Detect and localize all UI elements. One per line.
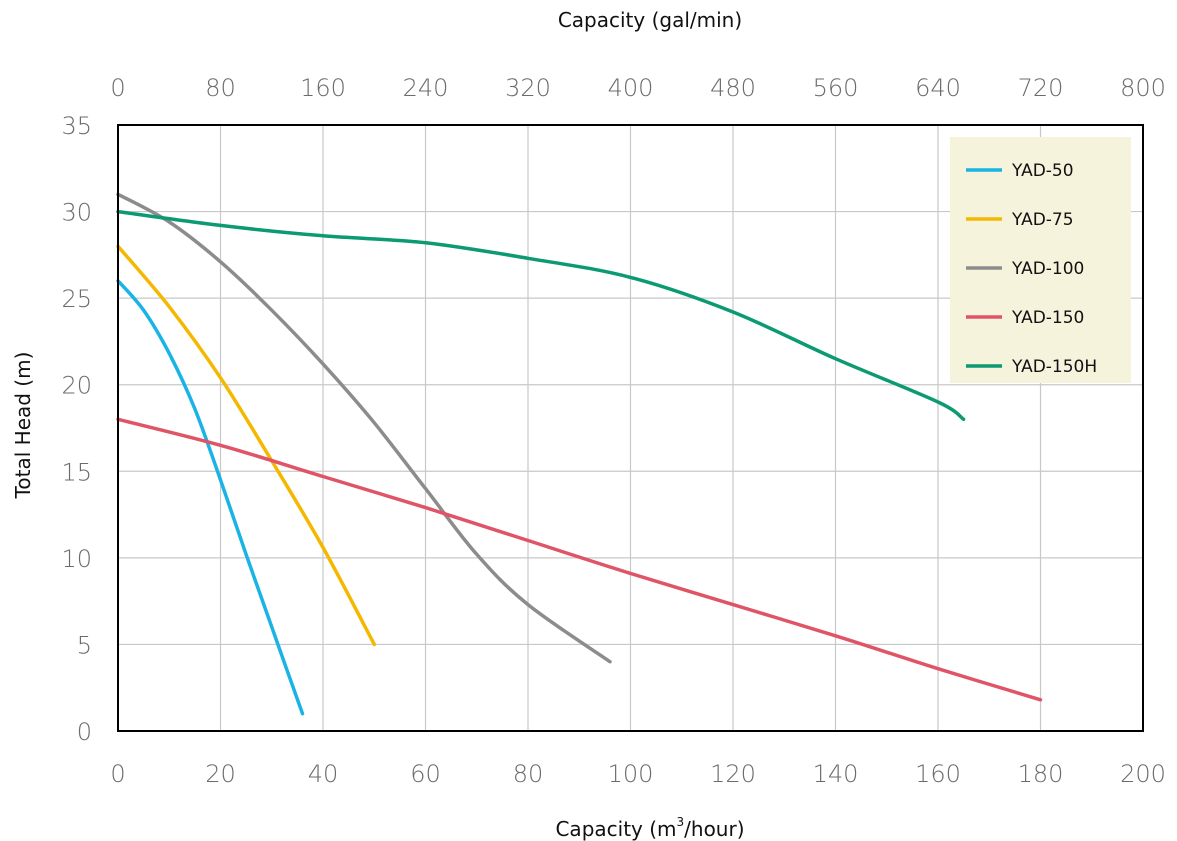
legend-label-yad-75: YAD-75 [1011,210,1074,230]
x2-tick-label: 800 [1120,74,1166,102]
x-tick-label: 100 [608,760,654,788]
series-layer [116,192,1043,716]
y-tick-label: 0 [77,718,92,746]
y-tick-label: 15 [61,458,92,486]
series-line-yad-75 [116,244,377,647]
series-line-yad-50 [116,279,305,716]
x2-tick-label: 80 [205,74,236,102]
bottom-axis-title-main: Capacity (m [555,817,676,841]
x2-tick-label: 640 [915,74,961,102]
x2-tick-label: 480 [710,74,756,102]
x2-tick-label: 240 [403,74,449,102]
x-tick-label: 140 [813,760,859,788]
y-tick-label: 10 [61,545,92,573]
legend-items: YAD-50 YAD-75 YAD-100 YAD-150 YAD-150H [966,161,1097,377]
legend-label-yad-100: YAD-100 [1011,259,1084,279]
x2-tick-label: 320 [505,74,551,102]
bottom-axis-title: Capacity (m3/hour) [555,815,744,841]
y-tick-label: 35 [61,112,92,140]
y-tick-label: 20 [61,372,92,400]
series-line-yad-150h [116,209,966,422]
series-line-yad-100 [116,192,612,664]
x-tick-label: 80 [513,760,544,788]
x2-tick-label: 400 [608,74,654,102]
x-tick-label: 200 [1120,760,1166,788]
series-line-yad-150 [116,417,1043,702]
plot-frame [117,124,1144,732]
x2-tick-label: 160 [300,74,346,102]
x-tick-label: 160 [915,760,961,788]
x-tick-label: 20 [205,760,236,788]
x-tick-label: 120 [710,760,756,788]
y-tick-label: 5 [77,631,92,659]
x2-tick-label: 720 [1018,74,1064,102]
x-tick-label: 40 [308,760,339,788]
bottom-axis-title-unit: /hour) [684,817,744,841]
legend-box [950,137,1131,383]
legend: YAD-50 YAD-75 YAD-100 YAD-150 YAD-150H [950,137,1131,383]
legend-label-yad-150: YAD-150 [1011,308,1084,328]
legend-label-yad-150h: YAD-150H [1011,357,1097,377]
x2-tick-label: 560 [813,74,859,102]
y-tick-label: 25 [61,285,92,313]
top-axis-title: Capacity (gal/min) [558,8,742,32]
x2-tick-label: 0 [110,74,125,102]
x-tick-label: 0 [110,760,125,788]
x-tick-label: 180 [1018,760,1064,788]
y-axis-title: Total Head (m) [11,352,35,500]
bottom-axis-title-sup: 3 [677,815,685,829]
legend-label-yad-50: YAD-50 [1011,161,1074,181]
x-tick-label: 60 [410,760,441,788]
y-tick-label: 30 [61,199,92,227]
